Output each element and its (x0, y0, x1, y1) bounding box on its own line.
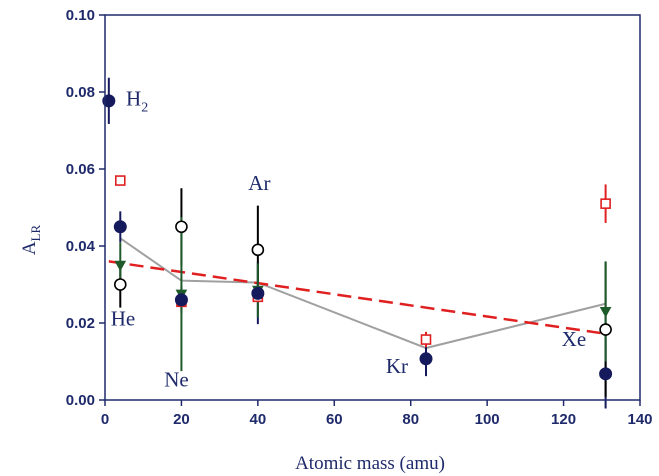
gas-label: Ne (164, 368, 189, 392)
open-circle-point (175, 220, 188, 234)
y-tick-label: 0.02 (66, 315, 95, 332)
filled-circle-point (251, 286, 265, 300)
gas-label: Kr (386, 354, 408, 378)
x-tick-label: 40 (250, 411, 267, 428)
y-axis-label-sub: LR (28, 225, 43, 242)
gas-label: He (111, 307, 136, 331)
triangle-point (114, 260, 127, 272)
markers-layer (102, 94, 613, 381)
y-tick-label: 0.06 (66, 161, 95, 178)
y-axis-label-main: A (19, 241, 40, 255)
x-tick-label: 140 (627, 411, 652, 428)
x-axis-label: Atomic mass (amu) (295, 453, 445, 474)
x-tick-label: 120 (551, 411, 576, 428)
y-tick-label: 0.04 (66, 238, 96, 255)
x-tick-label: 80 (402, 411, 419, 428)
y-tick-label: 0.00 (66, 392, 95, 409)
y-tick-label: 0.10 (66, 7, 95, 24)
gas-label: Ar (248, 171, 270, 195)
open-circle-point (599, 323, 612, 336)
filled-circle-point (113, 220, 127, 234)
average-connecting-line (119, 237, 606, 350)
open-square-point (114, 175, 126, 186)
filled-circle-point (419, 352, 433, 366)
open-circle-point (113, 278, 127, 291)
y-axis-label: ALR (19, 225, 43, 256)
filled-circle-point (599, 367, 613, 381)
filled-circle-point (102, 94, 116, 108)
gas-label: Xe (562, 327, 587, 351)
gas-label: H2 (126, 86, 148, 115)
triangle-point (599, 306, 612, 318)
x-tick-label: 100 (475, 411, 500, 428)
x-tick-label: 0 (101, 411, 109, 428)
x-tick-label: 60 (326, 411, 343, 428)
axes-layer: 0 20 40 60 80 100 120 140 0.00 0.02 0.04 0.06 0.08 0.… (66, 7, 653, 428)
x-tick-label: 20 (173, 411, 190, 428)
errorbars-layer (107, 77, 607, 409)
open-circle-point (251, 243, 265, 257)
open-square-point (420, 334, 432, 345)
plot-frame (104, 14, 641, 401)
filled-circle-point (174, 293, 188, 307)
y-tick-label: 0.08 (66, 84, 95, 101)
open-square-point (600, 198, 611, 209)
annotations-layer: H2 He Ne Ar Kr Xe (111, 86, 586, 391)
